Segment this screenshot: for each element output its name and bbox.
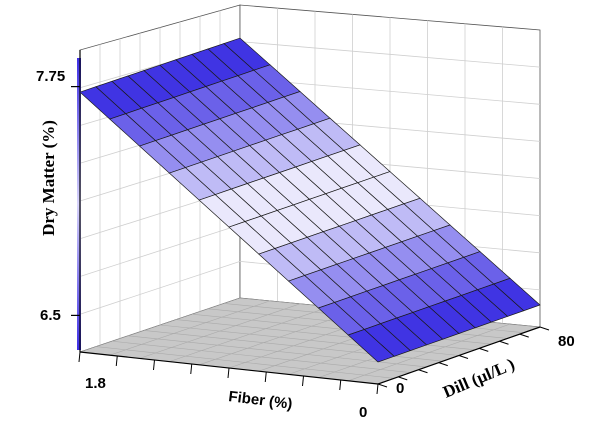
y-tick-mark bbox=[438, 362, 448, 367]
surface-cell bbox=[493, 277, 541, 312]
colorbar bbox=[77, 58, 81, 350]
x-tick-mark bbox=[227, 367, 230, 379]
x-tick-label-high: 1.8 bbox=[85, 375, 106, 392]
x-tick-mark bbox=[153, 359, 155, 371]
x-tick-mark bbox=[376, 383, 379, 395]
z-tick-label-low: 6.5 bbox=[40, 307, 61, 324]
y-tick-mark bbox=[458, 355, 469, 359]
colorbar-strip bbox=[77, 58, 81, 350]
y-tick-mark bbox=[539, 326, 550, 331]
y-tick-mark bbox=[418, 369, 428, 374]
x-tick-mark bbox=[78, 351, 81, 363]
y-tick-mark bbox=[479, 347, 489, 352]
axis-frame bbox=[71, 50, 550, 395]
y-tick-mark bbox=[377, 383, 388, 388]
x-tick-mark bbox=[302, 375, 304, 387]
y-axis-title: Dill (µl/L ) bbox=[440, 355, 517, 402]
x-axis-title: Fiber (%) bbox=[228, 388, 294, 413]
x-tick-mark bbox=[115, 355, 118, 367]
y-tick-mark bbox=[519, 333, 529, 338]
x-tick-mark bbox=[339, 379, 342, 391]
y-tick-label-high: 80 bbox=[558, 333, 575, 350]
x-tick-label-low: 0 bbox=[359, 404, 367, 421]
z-axis-title: Dry Matter (%) bbox=[39, 120, 58, 236]
z-tick-label-high: 7.75 bbox=[36, 68, 65, 85]
x-tick-mark bbox=[264, 371, 267, 383]
response-surface bbox=[79, 37, 541, 363]
y-tick-label-low: 0 bbox=[396, 380, 404, 397]
x-tick-mark bbox=[190, 363, 193, 375]
y-tick-mark bbox=[499, 340, 509, 345]
y-tick-mark bbox=[398, 376, 408, 381]
floor-gridline bbox=[348, 323, 511, 382]
